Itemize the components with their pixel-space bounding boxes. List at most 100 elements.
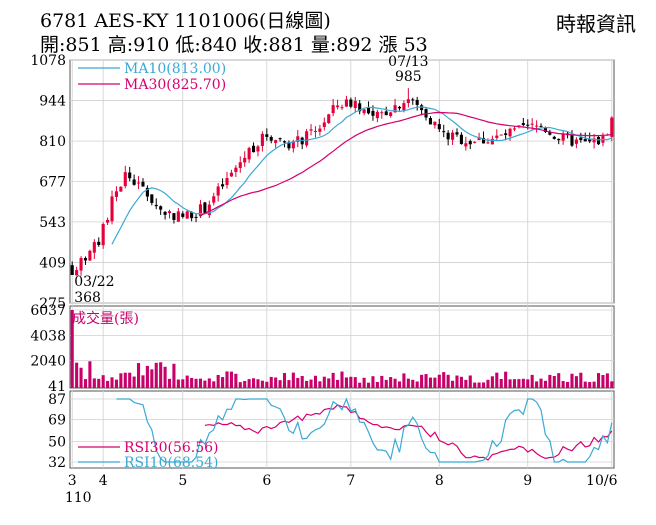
- candle-body: [557, 138, 561, 141]
- candle-body: [106, 219, 110, 223]
- candle-body: [512, 128, 517, 130]
- candle-body: [212, 196, 216, 203]
- candle-body: [88, 250, 92, 261]
- x-tick-label: 5: [178, 473, 187, 489]
- volume-bar: [274, 377, 278, 388]
- volume-bar: [79, 367, 83, 388]
- labels: MA10(813.00)MA30(825.70) 成交量(張) RSI30(56.5…: [72, 54, 429, 471]
- candle-body: [190, 211, 194, 219]
- candle-body: [313, 130, 318, 132]
- volume-bar: [610, 381, 614, 388]
- candle-body: [371, 110, 375, 116]
- candle-body: [185, 211, 189, 219]
- candle-body: [260, 133, 264, 146]
- candle-body: [349, 99, 353, 107]
- volume-bar: [238, 382, 242, 388]
- volume-bar: [92, 378, 96, 388]
- volume-bar: [106, 380, 110, 388]
- volume-bar: [588, 382, 592, 388]
- candle-body: [588, 139, 592, 142]
- volume-bar: [291, 372, 295, 388]
- candle-body: [207, 204, 211, 216]
- candle-body: [495, 135, 499, 138]
- candle-body: [159, 206, 163, 210]
- candle-body: [83, 258, 88, 261]
- x-tick-label: 4: [99, 473, 108, 489]
- candle-body: [340, 107, 344, 109]
- volume-bar: [406, 378, 410, 388]
- candle-body: [265, 134, 269, 137]
- candle-body: [309, 129, 313, 131]
- volume-bar: [504, 371, 508, 388]
- volume-bar: [366, 382, 371, 388]
- candle-body: [481, 138, 486, 144]
- candle-body: [543, 127, 547, 133]
- price-tick-label: 677: [39, 174, 66, 190]
- price-panel: [70, 88, 614, 276]
- candle-body: [305, 131, 309, 146]
- volume-bar: [88, 361, 92, 388]
- volume-bar: [455, 375, 459, 388]
- volume-bar: [459, 376, 463, 388]
- volume-bar: [535, 381, 539, 388]
- candle-body: [477, 137, 481, 141]
- volume-bar: [97, 378, 101, 388]
- candle-body: [353, 100, 357, 109]
- candle-body: [521, 123, 525, 126]
- volume-tick-label: 4038: [30, 328, 66, 344]
- candle-body: [119, 186, 123, 192]
- volume-bar: [212, 381, 216, 388]
- volume-bar: [473, 382, 477, 388]
- volume-bar: [579, 372, 583, 388]
- candle-body: [110, 196, 114, 222]
- volume-bar: [362, 377, 366, 388]
- volume-bar: [234, 373, 238, 388]
- price-tick-label: 275: [39, 296, 66, 312]
- volume-panel: [70, 310, 614, 388]
- candle-body: [402, 103, 406, 111]
- high-value-label: 985: [395, 69, 422, 85]
- candle-body: [610, 117, 614, 137]
- volume-bar: [393, 378, 397, 388]
- candle-body: [238, 162, 242, 168]
- volume-bar: [176, 379, 180, 388]
- volume-bar: [380, 375, 384, 388]
- candle-body: [229, 172, 233, 177]
- volume-bar: [574, 376, 578, 388]
- volume-bar: [464, 379, 468, 388]
- volume-bar: [601, 374, 605, 388]
- candle-body: [442, 131, 446, 133]
- volume-bar: [371, 376, 375, 388]
- candle-body: [322, 122, 326, 128]
- volume-bar: [137, 363, 141, 388]
- candle-body: [459, 134, 463, 145]
- volume-bar: [260, 380, 264, 388]
- candle-body: [141, 181, 145, 187]
- candle-body: [114, 191, 118, 197]
- rsi-tick-label: 32: [48, 455, 66, 471]
- volume-bar: [349, 376, 353, 388]
- candle-body: [278, 138, 282, 140]
- candle-body: [428, 117, 433, 125]
- candle-body: [464, 143, 468, 147]
- candle-body: [176, 211, 180, 222]
- volume-bar: [251, 378, 256, 388]
- volume-bar: [358, 382, 362, 388]
- candle-body: [247, 148, 251, 160]
- candle-body: [583, 139, 587, 142]
- volume-bar: [521, 378, 525, 388]
- volume-bar: [282, 373, 287, 388]
- volume-bar: [119, 373, 123, 388]
- x-tick-label: 3: [68, 473, 77, 489]
- volume-bar: [101, 375, 105, 388]
- candle-body: [406, 99, 410, 104]
- volume-bar: [185, 375, 189, 388]
- price-tick-label: 810: [39, 134, 66, 150]
- candle-body: [296, 136, 300, 142]
- candle-body: [167, 211, 172, 213]
- candle-body: [300, 137, 304, 145]
- volume-bar: [331, 372, 335, 388]
- candle-body: [446, 132, 450, 140]
- volume-bar: [265, 381, 269, 388]
- axes: 1078944810677543409275603740382040418769…: [30, 53, 617, 506]
